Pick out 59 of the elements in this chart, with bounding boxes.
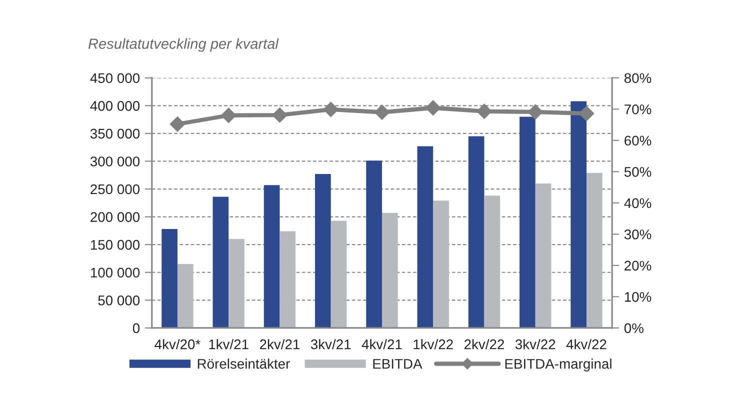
y-tick-label: 400 000 xyxy=(90,100,140,111)
y-tick-label: 300 000 xyxy=(90,156,140,166)
y2-tick-label: 40% xyxy=(624,198,652,208)
y2-tick-label: 80% xyxy=(624,73,652,84)
bar xyxy=(433,200,449,328)
x-tick-label: 3kv/22 xyxy=(515,339,556,350)
point xyxy=(528,104,543,120)
y2-tick-label: 0% xyxy=(624,323,644,334)
bar xyxy=(417,146,434,328)
legend-label: EBITDA xyxy=(373,359,422,369)
point xyxy=(426,100,441,116)
y-tick-label: 150 000 xyxy=(90,240,140,250)
y-tick-label: 0 xyxy=(132,323,140,334)
legend-label: Rörelseintäkter xyxy=(198,358,290,369)
point xyxy=(170,116,186,132)
y2-tick-label: 60% xyxy=(624,136,652,146)
bar xyxy=(484,196,500,328)
chart-title: Resultatutveckling per kvartal xyxy=(88,38,279,52)
legend-label: EBITDA-marginal xyxy=(505,358,612,372)
y-tick-label: 350 000 xyxy=(90,128,140,139)
x-tick-label: 2kv/22 xyxy=(464,339,504,350)
x-tick-label: 1kv/22 xyxy=(414,339,453,350)
bar xyxy=(177,264,194,328)
y-tick-label: 250 000 xyxy=(90,184,140,194)
point xyxy=(323,102,338,118)
y2-tick-label: 10% xyxy=(624,292,652,302)
y-tick-label: 100 000 xyxy=(90,268,140,278)
bar xyxy=(570,101,586,328)
y2-tick-label: 70% xyxy=(624,104,652,114)
bar xyxy=(330,220,347,328)
bar xyxy=(280,231,296,328)
y2-tick-label: 20% xyxy=(624,260,652,271)
x-tick-label: 2kv/21 xyxy=(260,339,300,350)
point xyxy=(374,104,390,120)
x-tick-label: 4kv/20* xyxy=(154,339,200,350)
bar xyxy=(586,172,602,328)
x-tick-label: 1kv/21 xyxy=(209,339,248,350)
bar xyxy=(535,183,552,328)
point xyxy=(578,106,594,122)
x-tick-label: 4kv/21 xyxy=(362,339,402,350)
bar xyxy=(366,160,382,328)
bar xyxy=(212,196,229,328)
y2-tick-label: 30% xyxy=(624,230,652,240)
point xyxy=(221,108,236,123)
point xyxy=(476,104,492,119)
x-tick-label: 3kv/21 xyxy=(310,339,351,350)
bar xyxy=(162,229,178,328)
y-tick-label: 450 000 xyxy=(90,73,140,84)
bar xyxy=(468,136,484,328)
bar xyxy=(315,174,331,328)
y2-tick-label: 50% xyxy=(624,166,652,177)
bar xyxy=(264,185,280,328)
bar xyxy=(520,116,536,328)
y-tick-label: 50 000 xyxy=(98,296,140,306)
bar xyxy=(228,239,244,328)
bar xyxy=(382,212,398,328)
x-tick-label: 4kv/22 xyxy=(566,339,606,350)
y-tick-label: 200 000 xyxy=(90,212,140,222)
point xyxy=(272,108,288,123)
